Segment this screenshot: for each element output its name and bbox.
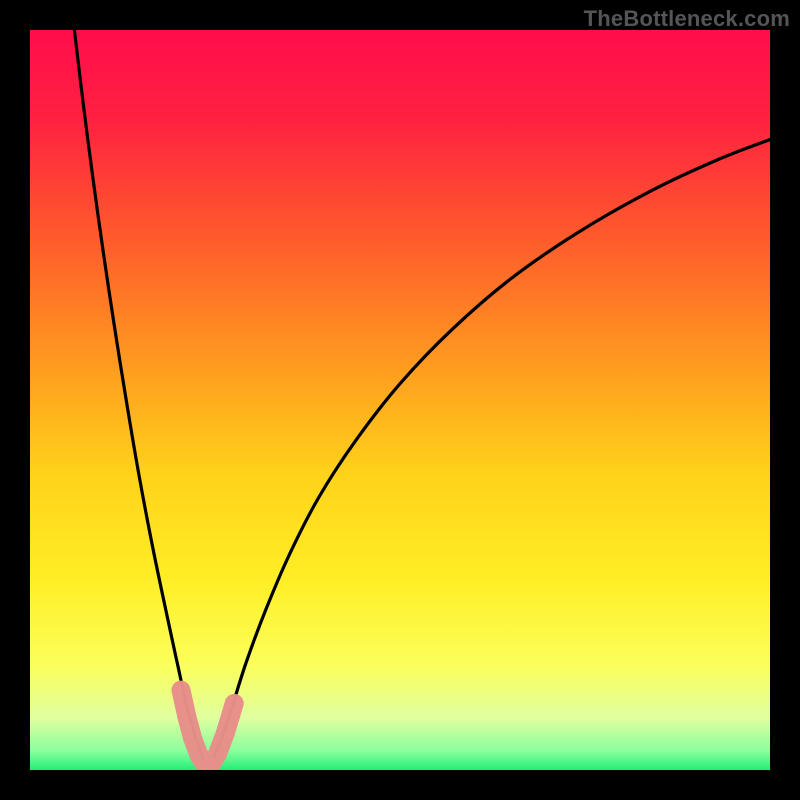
bottleneck-chart: TheBottleneck.com <box>0 0 800 800</box>
watermark: TheBottleneck.com <box>584 6 790 32</box>
plot-area <box>30 30 770 770</box>
gradient-background <box>30 30 770 770</box>
plot-svg <box>30 30 770 770</box>
